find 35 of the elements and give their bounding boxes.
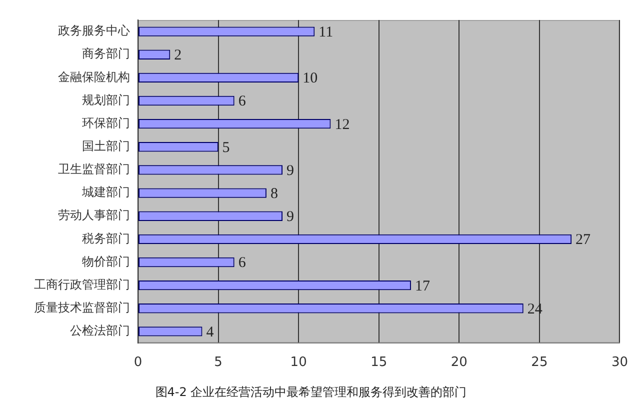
data-label: 17	[414, 278, 430, 294]
data-label: 5	[222, 140, 230, 156]
y-tick-label: 国土部门	[82, 139, 130, 154]
y-tick-label: 规划部门	[82, 92, 130, 107]
data-label: 9	[286, 162, 294, 179]
data-label: 12	[334, 116, 350, 133]
x-tick-label: 15	[370, 355, 388, 370]
x-tick-label: 30	[611, 355, 628, 370]
data-label: 2	[174, 48, 182, 64]
data-label: 10	[302, 70, 318, 87]
data-label: 6	[238, 94, 246, 110]
data-label: 27	[576, 232, 592, 248]
x-tick-label: 10	[290, 355, 307, 370]
y-tick-label: 质量技术监督部门	[34, 300, 130, 315]
data-label: 6	[238, 255, 246, 272]
data-label: 4	[206, 324, 214, 340]
y-tick-label: 城建部门	[81, 185, 130, 200]
data-label: 8	[270, 186, 278, 202]
y-tick-label: 税务部门	[82, 231, 130, 246]
caption: 图4-2 企业在经营活动中最希望管理和服务得到改善的部门	[155, 384, 467, 401]
data-label: 9	[286, 209, 294, 226]
y-tick-label: 金融保险机构	[58, 70, 130, 84]
x-tick-label: 25	[531, 355, 548, 370]
x-tick-label: 20	[450, 355, 468, 370]
y-tick-label: 商务部门	[82, 46, 130, 61]
y-tick-label: 物价部门	[82, 254, 130, 268]
y-tick-label: 环保部门	[82, 116, 130, 130]
y-tick-label: 政务服务中心	[58, 24, 130, 38]
y-tick-label: 工商行政管理部门	[34, 277, 130, 292]
y-tick-label: 劳动人事部门	[58, 208, 130, 222]
x-tick-label: 0	[134, 355, 142, 370]
y-tick-label: 公检法部门	[70, 324, 130, 338]
data-label: 11	[318, 24, 334, 40]
y-tick-label: 卫生监督部门	[58, 162, 130, 176]
x-tick-label: 5	[214, 355, 222, 370]
